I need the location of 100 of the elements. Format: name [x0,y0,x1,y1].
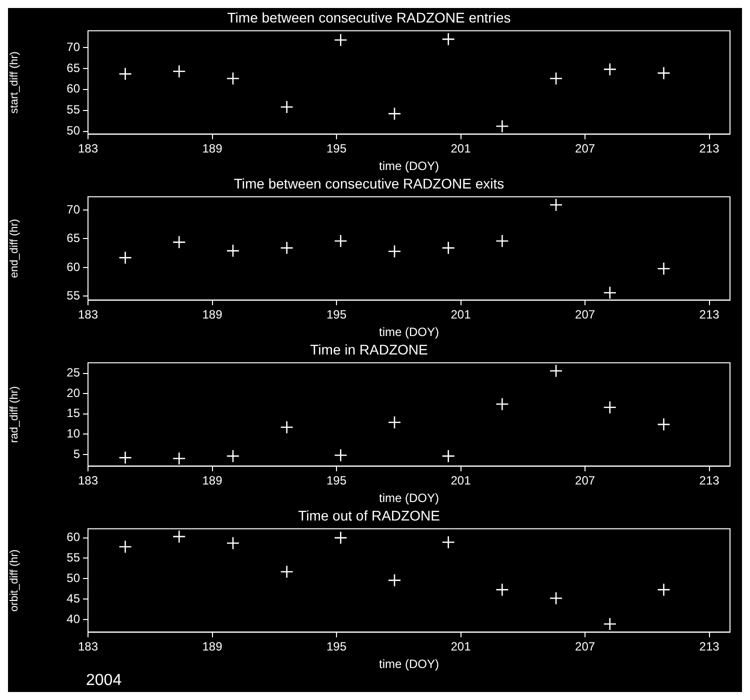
x-tick-label: 189 [202,474,223,488]
point [172,452,186,466]
point [226,72,240,86]
y-tick-label: 15 [66,406,80,420]
y-tick-label: 60 [66,530,80,544]
point [334,33,348,47]
x-tick-label: 183 [78,640,98,654]
y-tick-label: 70 [66,202,80,216]
point [549,198,563,212]
point [118,540,132,554]
y-tick-label: 50 [66,570,80,585]
y-tick-label: 20 [66,386,80,400]
chart-title: Time between consecutive RADZONE exits [234,175,504,192]
point [442,536,455,549]
point [603,400,617,414]
y-axis-title: orbit_diff (hr) [8,549,21,612]
chart-title: Time in RADZONE [310,341,428,358]
x-tick-label: 195 [326,142,347,156]
x-tick-label: 189 [202,308,223,322]
point [334,234,348,248]
x-tick-label: 201 [450,640,472,654]
y-tick-label: 45 [66,591,80,606]
chart-title: Time between consecutive RADZONE entries [227,9,511,26]
point [172,530,186,544]
point [226,244,240,258]
x-axis-title: time (DOY) [379,325,440,340]
point [388,416,402,430]
y-tick-label: 60 [66,82,80,96]
point [496,120,509,133]
point [657,418,670,432]
point [226,536,240,550]
point [334,448,348,462]
point [388,244,402,258]
x-tick-label: 213 [699,640,720,654]
x-tick-label: 183 [78,308,98,322]
y-tick-label: 65 [66,231,80,246]
x-tick-label: 183 [78,142,98,156]
y-tick-label: 40 [66,612,80,626]
point [388,107,402,120]
x-tick-label: 207 [575,142,596,156]
point [118,67,132,81]
y-tick-label: 25 [66,366,80,380]
point [549,592,563,605]
x-tick-label: 189 [202,640,223,654]
x-tick-label: 207 [575,474,596,488]
y-tick-label: 55 [66,288,80,302]
point [496,234,509,248]
point [442,449,455,463]
point [603,62,617,76]
point [280,100,294,114]
x-axis-title: time (DOY) [379,159,440,174]
y-tick-label: 65 [66,60,80,75]
text: 2004 [85,672,123,690]
y-tick-label: 70 [66,40,80,54]
x-tick-label: 189 [202,142,223,156]
point [442,241,455,255]
y-tick-label: 10 [66,426,80,440]
y-tick-label: 55 [66,550,80,565]
x-tick-label: 213 [699,142,720,156]
point [657,583,670,596]
y-tick-label: 60 [66,260,80,274]
point [280,565,294,578]
point [388,574,402,587]
point [496,398,509,411]
y-axis-title: rad_diff (hr) [8,386,21,443]
point [334,531,348,544]
x-tick-label: 195 [326,640,347,654]
x-tick-label: 207 [575,640,596,654]
point [226,449,240,463]
x-tick-label: 201 [450,308,472,322]
x-tick-label: 213 [699,474,720,488]
x-tick-label: 201 [450,474,472,488]
point [603,617,617,631]
point [657,262,670,276]
x-axis-title: time (DOY) [379,491,440,506]
point [118,451,132,464]
x-tick-label: 207 [575,308,596,322]
point [280,241,294,255]
y-tick-label: 50 [66,124,80,138]
x-tick-label: 195 [326,308,347,322]
point [549,364,563,378]
y-axis-title: end_diff (hr) [8,218,21,278]
point [657,66,670,80]
point [280,420,294,434]
chart-title: Time out of RADZONE [298,507,440,524]
x-axis-title: time (DOY) [379,657,440,672]
point [172,236,186,249]
y-tick-label: 5 [73,446,80,461]
y-tick-label: 55 [66,102,80,117]
x-tick-label: 195 [326,474,347,488]
x-tick-label: 201 [450,142,472,156]
x-tick-label: 183 [78,474,98,488]
point [442,32,455,46]
point [549,72,563,86]
point [603,286,617,300]
point [118,251,132,264]
point [172,64,186,78]
point [496,583,509,596]
x-tick-label: 213 [699,308,720,322]
y-axis-title: start_diff (hr) [8,51,21,114]
